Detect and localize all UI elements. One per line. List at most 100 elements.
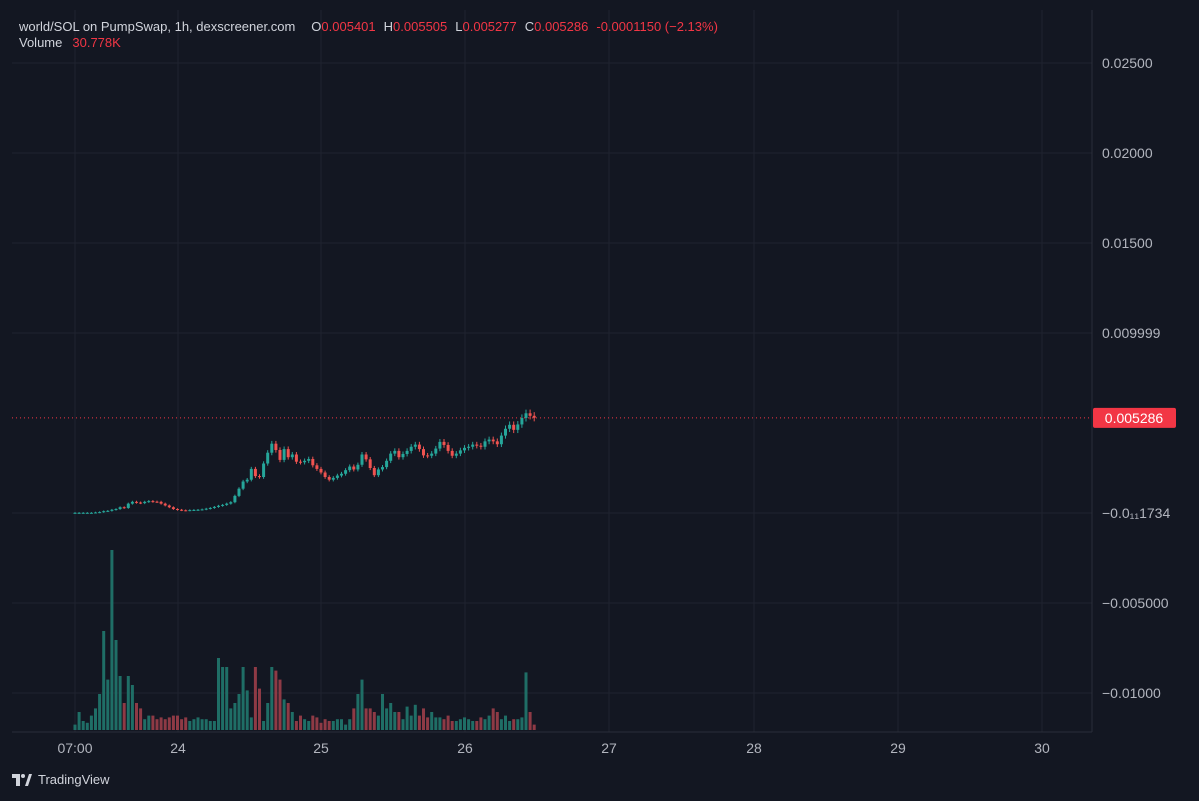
volume-bar — [139, 708, 143, 730]
candle-body — [167, 505, 171, 508]
candle-body — [516, 424, 520, 430]
candle-body — [258, 476, 261, 478]
candle-body — [504, 428, 507, 436]
high-label: H — [383, 19, 394, 34]
volume-bar — [397, 712, 401, 730]
symbol-title[interactable]: world/SOL on PumpSwap, 1h, dexscreener.c… — [19, 19, 296, 34]
candle-body — [520, 417, 524, 425]
volume-bar — [171, 715, 175, 730]
tradingview-logo-icon — [12, 773, 32, 786]
close-value: 0.005286 — [534, 19, 589, 34]
candle-body — [110, 509, 114, 511]
candle-body — [327, 477, 331, 480]
volume-bar — [327, 721, 331, 730]
volume-bar — [299, 715, 302, 730]
candle-body — [266, 452, 270, 464]
volume-bar — [118, 676, 122, 730]
candle-body — [467, 446, 471, 448]
candle-body — [352, 466, 356, 470]
candle-body — [303, 460, 307, 463]
change-value: -0.0001150 (−2.13%) — [596, 19, 718, 34]
high-value: 0.005505 — [393, 19, 448, 34]
candle-body — [508, 424, 512, 429]
volume-bar — [504, 715, 507, 730]
volume-bar — [176, 715, 179, 730]
volume-bar — [258, 688, 261, 730]
volume-bar — [516, 719, 520, 730]
volume-bar — [102, 631, 106, 730]
volume-bar — [319, 722, 323, 730]
candle-body — [389, 453, 393, 461]
candle-body — [212, 506, 216, 508]
candle-body — [323, 472, 327, 477]
volume-bar — [389, 703, 393, 730]
volume-bar — [200, 719, 204, 730]
candle-body — [483, 441, 487, 447]
volume-bar — [344, 724, 348, 730]
volume-bar — [274, 670, 278, 730]
volume-bar — [221, 667, 225, 730]
candle-body — [360, 454, 364, 465]
time-tick-label: 28 — [746, 740, 762, 756]
volume-bar — [434, 717, 438, 730]
candle-body — [106, 510, 110, 512]
volume-bar — [475, 721, 479, 730]
volume-bar — [114, 640, 118, 730]
candle-body — [286, 449, 290, 458]
candle-body — [98, 512, 102, 514]
volume-bar — [450, 721, 454, 730]
candle-body — [294, 454, 298, 462]
time-tick-label: 25 — [313, 740, 329, 756]
candle-body — [143, 501, 147, 504]
price-tick-label: −0.0₁₁1734 — [1102, 505, 1170, 521]
volume-bar — [487, 715, 491, 730]
volume-bar — [508, 721, 512, 730]
volume-bar — [245, 690, 249, 730]
volume-bar — [340, 719, 343, 730]
candle-body — [376, 469, 380, 476]
volume-bar — [159, 717, 163, 730]
candle-body — [176, 509, 179, 511]
ohlc-values: O 0.005401 H 0.005505 L 0.005277 C 0.005286 … — [311, 19, 718, 35]
volume-bar — [352, 708, 356, 730]
time-tick-label: 07:00 — [57, 740, 92, 756]
candle-body — [438, 441, 442, 449]
volume-bar — [413, 704, 417, 730]
candle-body — [102, 511, 106, 513]
tradingview-brand: TradingView — [38, 772, 110, 787]
candle-body — [356, 464, 360, 470]
volume-bar — [405, 706, 409, 730]
volume-bar — [368, 708, 372, 730]
volume-bar — [483, 719, 487, 730]
price-tick-label: 0.009999 — [1102, 325, 1161, 341]
volume-bar — [253, 667, 257, 730]
price-axis[interactable]: 0.02500 0.02000 0.01500 0.009999 −0.0₁₁1734 −… — [1102, 55, 1170, 701]
volume-label[interactable]: Volume — [19, 35, 63, 50]
volume-bar — [331, 721, 335, 730]
candle-body — [139, 502, 143, 504]
volume-bar — [229, 708, 233, 730]
candle-body — [487, 439, 491, 442]
volume-bar — [491, 708, 495, 730]
candle-body — [278, 450, 282, 460]
volume-bar — [495, 712, 499, 730]
candle-body — [401, 453, 405, 458]
volume-bar — [147, 715, 151, 730]
tradingview-attribution[interactable]: TradingView — [12, 772, 110, 787]
volume-bar — [307, 721, 311, 730]
candle-body — [417, 444, 421, 450]
volume-bar — [94, 708, 97, 730]
candle-body — [249, 468, 253, 480]
price-tick-label: 0.01500 — [1102, 235, 1153, 251]
volume-bar — [454, 721, 458, 730]
last-price-label: 0.005286 — [1105, 410, 1164, 426]
candle-body — [422, 449, 425, 456]
candle-body — [479, 445, 483, 447]
time-axis[interactable]: 07:00 24 25 26 27 28 29 30 — [57, 740, 1050, 756]
candle-body — [77, 512, 81, 514]
candle-body — [393, 450, 397, 454]
volume-bar — [430, 712, 434, 730]
volume-bar — [151, 715, 155, 730]
